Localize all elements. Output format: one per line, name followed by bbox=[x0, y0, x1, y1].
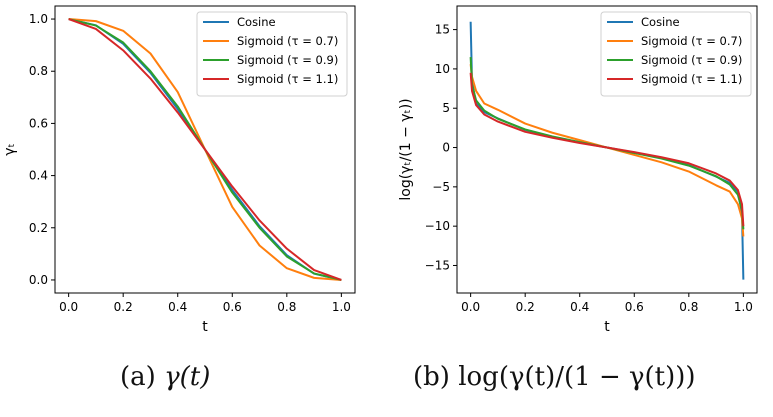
y-tick-label: −10 bbox=[425, 219, 450, 233]
y-axis-label: log(γₜ/(1 − γₜ)) bbox=[398, 98, 414, 200]
x-tick-label: 0.6 bbox=[625, 300, 644, 314]
caption-b-expr: log(γ(t)/(1 − γ(t))) bbox=[458, 362, 696, 392]
y-axis-label: γₜ bbox=[2, 143, 18, 155]
y-tick-label: 15 bbox=[435, 23, 450, 37]
axes-frame bbox=[54, 5, 356, 294]
legend-label-4: Sigmoid (τ = 1.1) bbox=[641, 72, 742, 86]
y-tick-label: 1.0 bbox=[29, 12, 48, 26]
x-tick-label: 0.2 bbox=[114, 300, 133, 314]
y-tick-label: 0.0 bbox=[29, 273, 48, 287]
x-tick-label: 0.6 bbox=[223, 300, 242, 314]
caption-a: (a) γ(t) bbox=[120, 362, 210, 392]
legend-label-2: Sigmoid (τ = 0.7) bbox=[237, 34, 338, 48]
legend-label-2: Sigmoid (τ = 0.7) bbox=[641, 34, 742, 48]
x-tick-label: 0.8 bbox=[679, 300, 698, 314]
x-tick-label: 0.0 bbox=[59, 300, 78, 314]
caption-a-label: (a) bbox=[120, 362, 156, 392]
legend-label-3: Sigmoid (τ = 0.9) bbox=[641, 53, 742, 67]
y-tick-label: 10 bbox=[435, 62, 450, 76]
legend-label-3: Sigmoid (τ = 0.9) bbox=[237, 53, 338, 67]
x-tick-label: 0.4 bbox=[168, 300, 187, 314]
x-tick-label: 0.0 bbox=[461, 300, 480, 314]
panel-a-chart: 0.0 0.2 0.4 0.6 0.8 1.0 0.0 0.2 0.4 0.6 0.8 1.0 t γₜ C… bbox=[2, 5, 356, 335]
x-axis-label: t bbox=[604, 319, 610, 335]
y-tick-label: 0.6 bbox=[29, 116, 48, 130]
x-tick-label: 1.0 bbox=[332, 300, 351, 314]
x-tick-label: 1.0 bbox=[734, 300, 753, 314]
x-tick-label: 0.4 bbox=[570, 300, 589, 314]
y-tick-label: 5 bbox=[442, 101, 450, 115]
y-tick-label: −5 bbox=[432, 180, 450, 194]
y-tick-label: 0.8 bbox=[29, 64, 48, 78]
caption-b: (b) log(γ(t)/(1 − γ(t))) bbox=[413, 362, 696, 392]
legend-label-1: Cosine bbox=[641, 15, 680, 29]
x-tick-label: 0.8 bbox=[277, 300, 296, 314]
y-tick-label: 0.2 bbox=[29, 221, 48, 235]
legend-label-1: Cosine bbox=[237, 15, 276, 29]
y-tick-label: −15 bbox=[425, 258, 450, 272]
caption-a-expr: γ(t) bbox=[164, 362, 211, 392]
series-line-4 bbox=[68, 18, 342, 281]
legend-label-4: Sigmoid (τ = 1.1) bbox=[237, 72, 338, 86]
y-tick-label: 0 bbox=[442, 141, 450, 155]
legend-box bbox=[600, 11, 752, 97]
legend-box bbox=[196, 11, 348, 97]
x-tick-label: 0.2 bbox=[516, 300, 535, 314]
panel-b-chart: 0.0 0.2 0.4 0.6 0.8 1.0 15 10 5 0 −5 −10 −15 t log(γₜ/… bbox=[398, 5, 758, 335]
axes-frame bbox=[456, 5, 758, 294]
x-axis-label: t bbox=[202, 319, 208, 335]
caption-b-label: (b) bbox=[413, 362, 450, 392]
y-tick-label: 0.4 bbox=[29, 169, 48, 183]
series-line-4 bbox=[469, 72, 745, 227]
